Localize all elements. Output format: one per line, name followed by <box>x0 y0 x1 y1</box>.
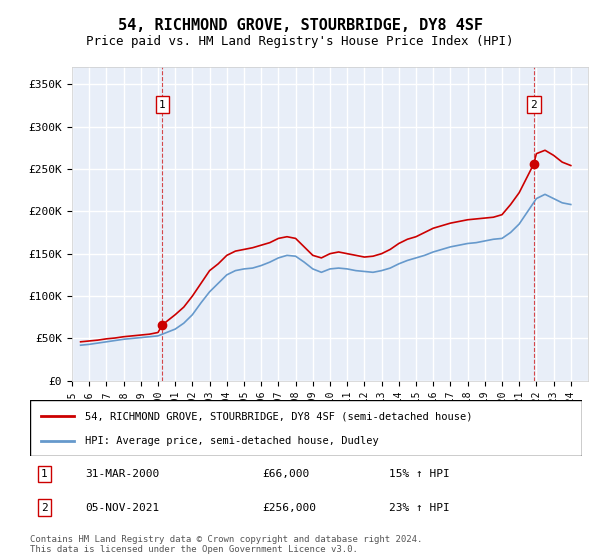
Text: 05-NOV-2021: 05-NOV-2021 <box>85 502 160 512</box>
Text: 31-MAR-2000: 31-MAR-2000 <box>85 469 160 479</box>
Text: 23% ↑ HPI: 23% ↑ HPI <box>389 502 449 512</box>
Text: £66,000: £66,000 <box>262 469 309 479</box>
Text: 2: 2 <box>530 100 537 110</box>
FancyBboxPatch shape <box>30 400 582 456</box>
Text: 15% ↑ HPI: 15% ↑ HPI <box>389 469 449 479</box>
Text: 1: 1 <box>159 100 166 110</box>
Text: Contains HM Land Registry data © Crown copyright and database right 2024.
This d: Contains HM Land Registry data © Crown c… <box>30 535 422 554</box>
Text: HPI: Average price, semi-detached house, Dudley: HPI: Average price, semi-detached house,… <box>85 436 379 446</box>
Text: £256,000: £256,000 <box>262 502 316 512</box>
Text: 54, RICHMOND GROVE, STOURBRIDGE, DY8 4SF: 54, RICHMOND GROVE, STOURBRIDGE, DY8 4SF <box>118 18 482 32</box>
Text: 2: 2 <box>41 502 48 512</box>
Text: Price paid vs. HM Land Registry's House Price Index (HPI): Price paid vs. HM Land Registry's House … <box>86 35 514 49</box>
Text: 1: 1 <box>41 469 48 479</box>
Text: 54, RICHMOND GROVE, STOURBRIDGE, DY8 4SF (semi-detached house): 54, RICHMOND GROVE, STOURBRIDGE, DY8 4SF… <box>85 411 473 421</box>
